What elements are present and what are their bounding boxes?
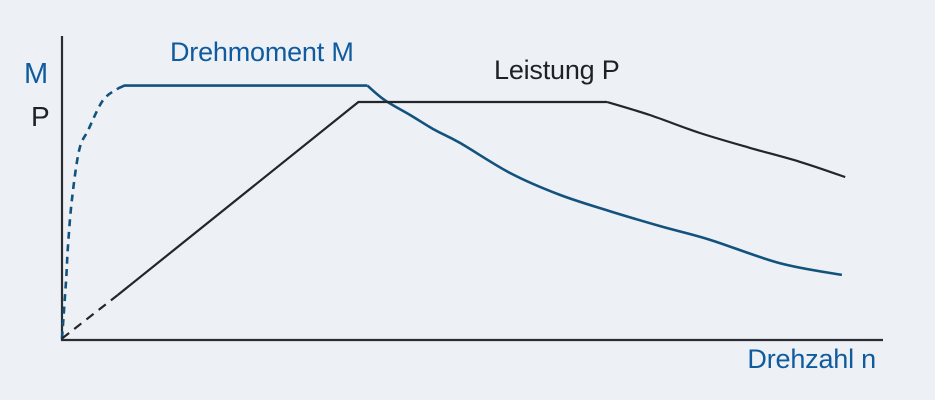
- power-curve-segment-2: [606, 100, 846, 179]
- power-curve-segment-1: [117, 100, 608, 296]
- power-curve-segment-0: [61, 294, 119, 340]
- y-axis-label-power: P: [31, 101, 50, 132]
- torque-curve-segment-1: [117, 84, 368, 90]
- torque-curve-segment-2: [366, 84, 843, 277]
- torque-curve-segment-0: [60, 87, 119, 339]
- series-label-torque: Drehmoment M: [170, 37, 354, 67]
- x-axis-label: Drehzahl n: [747, 344, 876, 374]
- series-label-power: Leistung P: [494, 55, 620, 85]
- y-axis-label-torque: M: [24, 58, 48, 90]
